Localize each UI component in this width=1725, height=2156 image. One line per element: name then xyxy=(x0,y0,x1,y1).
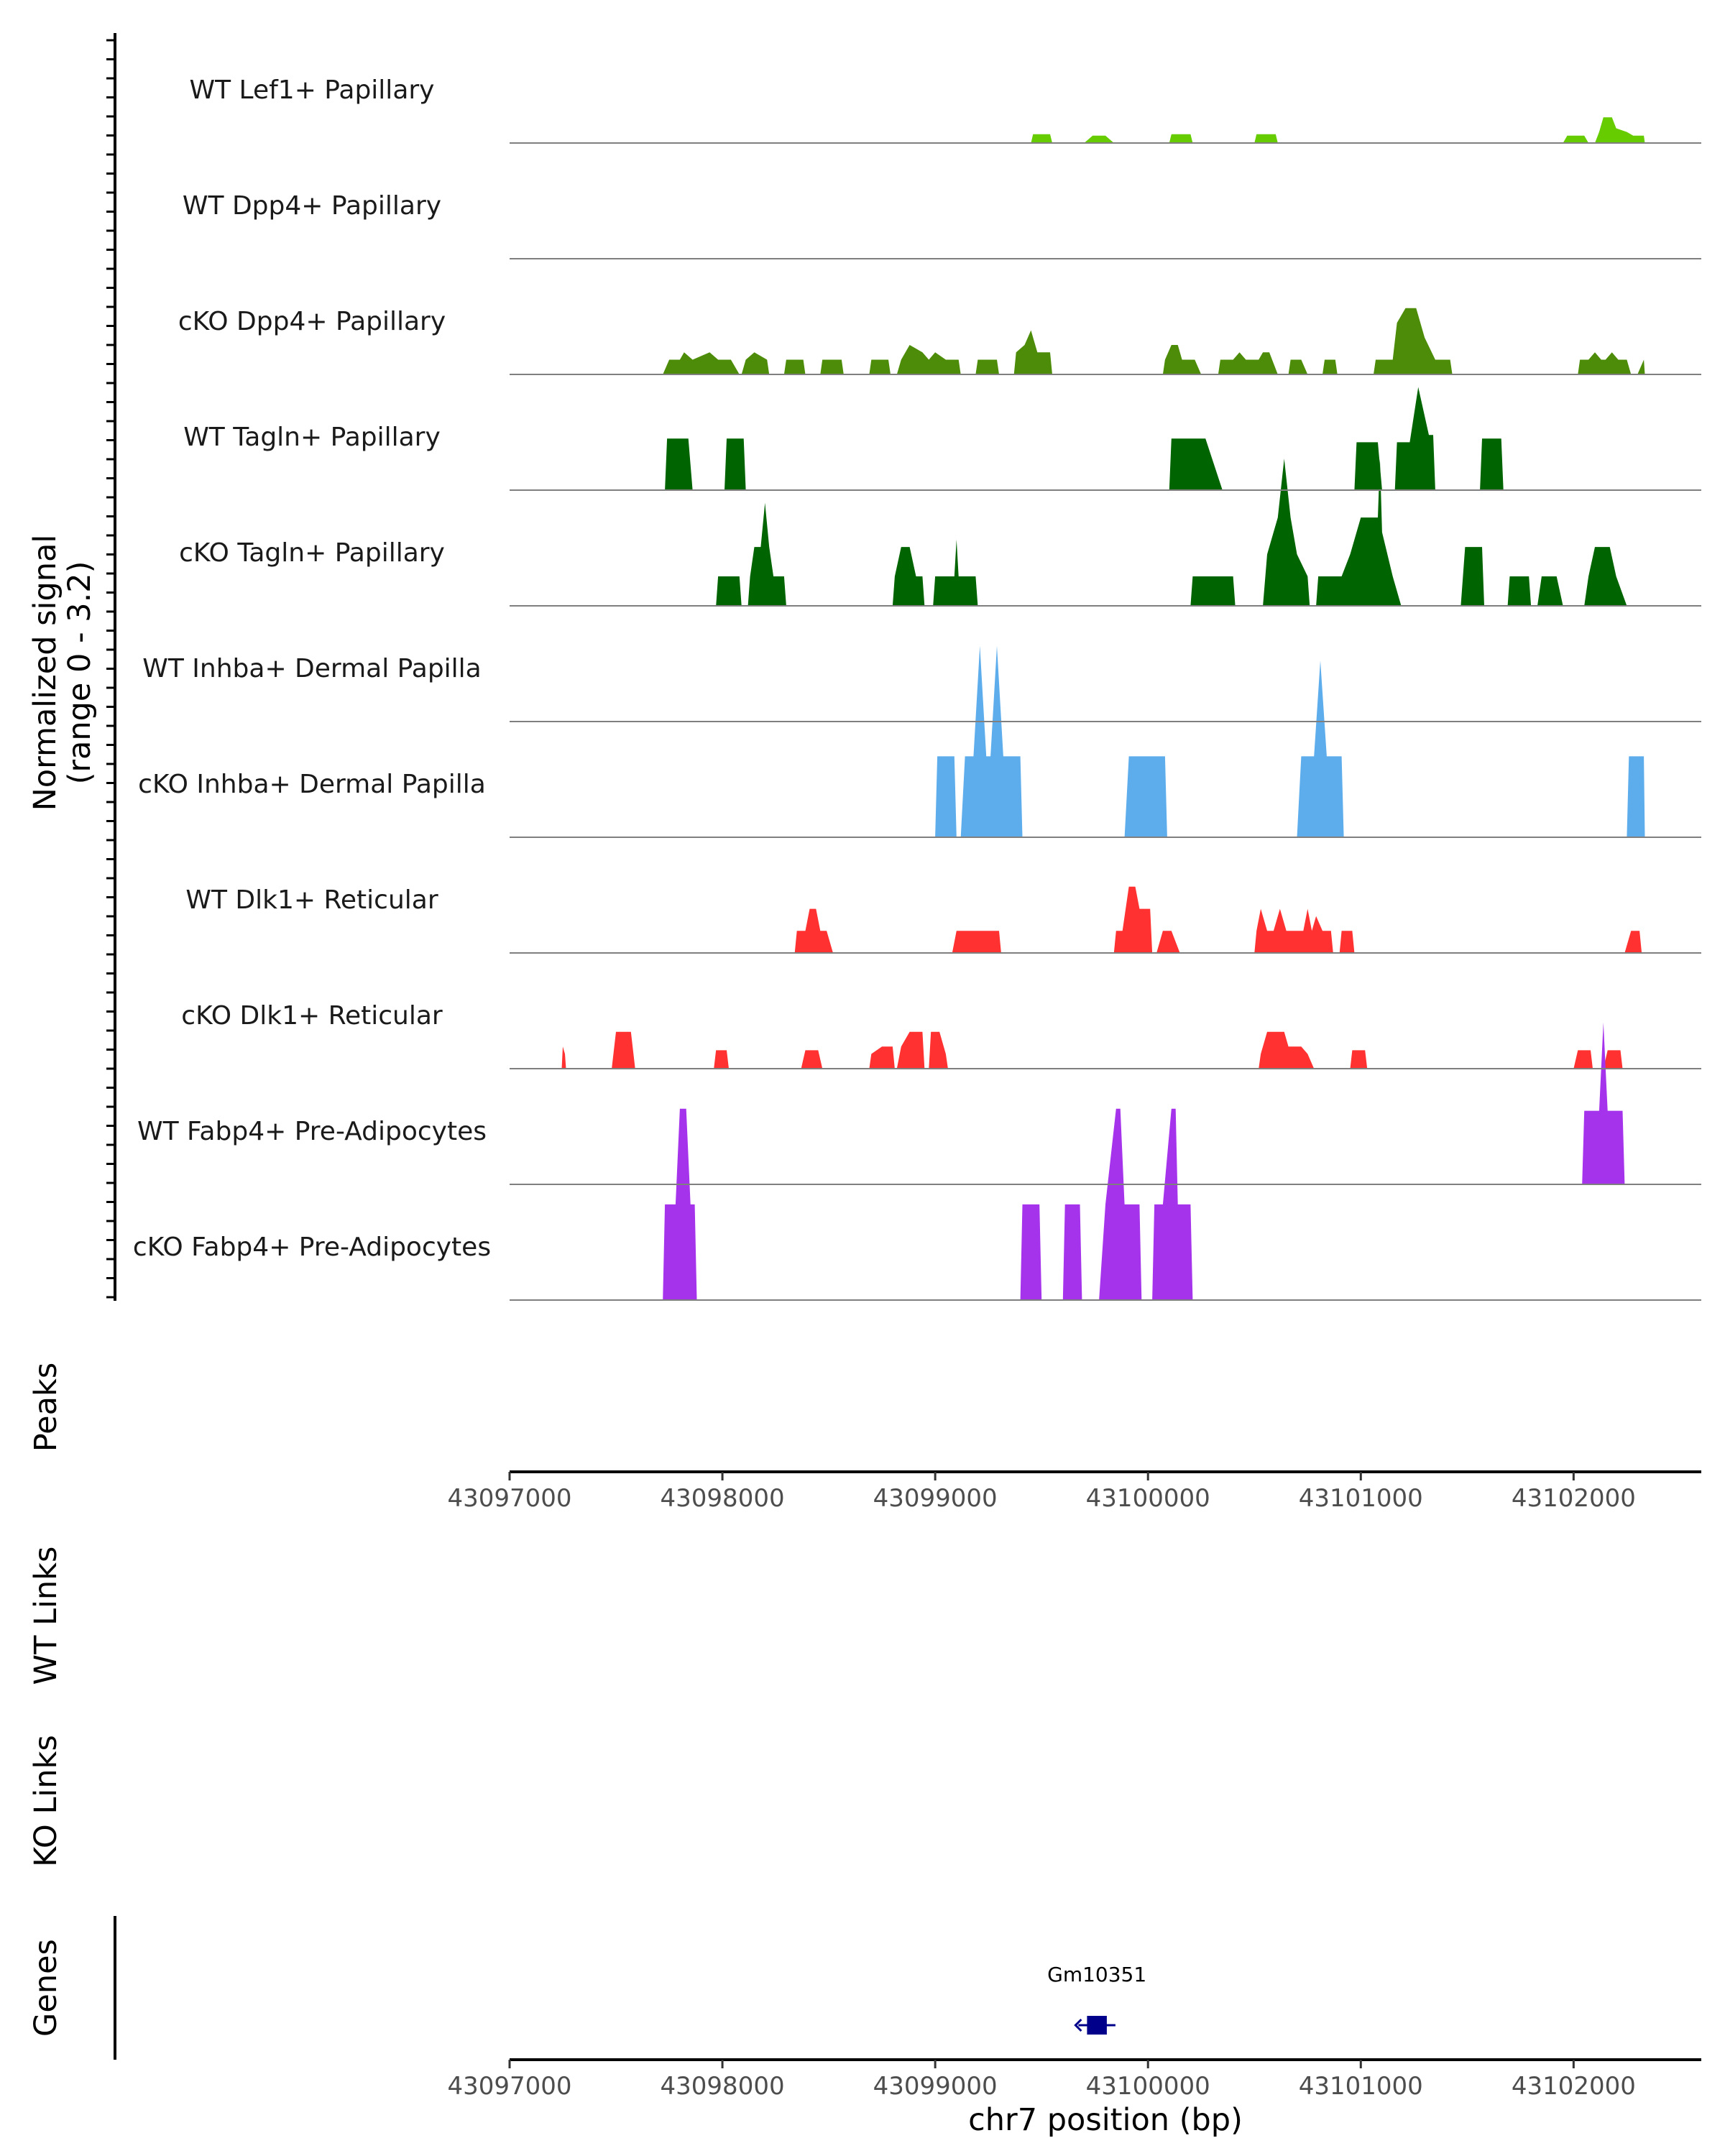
track-label: cKO Dpp4+ Papillary xyxy=(178,307,446,336)
track-label: WT Inhba+ Dermal Papilla xyxy=(142,654,481,683)
x-tick-label: 43097000 xyxy=(447,1484,571,1513)
x-tick-label: 43098000 xyxy=(661,1484,785,1513)
coverage-area xyxy=(935,645,1645,837)
track-label: WT Tagln+ Papillary xyxy=(183,423,441,452)
y-axis-range: (range 0 - 3.2) xyxy=(62,561,98,785)
x-tick-label: 43100000 xyxy=(1086,1484,1210,1513)
x-tick-label: 43102000 xyxy=(1512,2072,1636,2101)
track-label: WT Dlk1+ Reticular xyxy=(185,885,438,915)
coverage-area xyxy=(561,1031,1623,1069)
track-label: cKO Fabp4+ Pre-Adipocytes xyxy=(133,1233,491,1262)
x-axis-ticks-bottom: 43097000 43098000 43099000 43100000 43101000… xyxy=(447,2060,1636,2101)
track-label: cKO Dlk1+ Reticular xyxy=(181,1001,443,1031)
x-axis-title: chr7 position (bp) xyxy=(968,2102,1243,2138)
y-axis-ticks xyxy=(106,39,115,1299)
x-tick-label: 43099000 xyxy=(873,2072,998,2101)
wt-links-label: WT Links xyxy=(28,1547,64,1685)
track-label: cKO Inhba+ Dermal Papilla xyxy=(138,770,486,799)
gene-label: Gm10351 xyxy=(1047,1963,1146,1986)
x-tick-label: 43099000 xyxy=(873,1484,998,1513)
track-label: WT Fabp4+ Pre-Adipocytes xyxy=(137,1117,487,1146)
x-tick-label: 43098000 xyxy=(661,2072,785,2101)
x-tick-label: 43102000 xyxy=(1512,1484,1636,1513)
track-labels: WT Lef1+ Papillary WT Dpp4+ Papillary cKO … xyxy=(133,75,491,1262)
coverage-area xyxy=(663,1108,1193,1300)
genes-group: Gm10351 xyxy=(1047,1963,1146,2035)
genes-label: Genes xyxy=(28,1939,64,2037)
coverage-area xyxy=(1031,117,1645,143)
coverage-area xyxy=(665,387,1504,490)
peaks-label: Peaks xyxy=(28,1363,64,1452)
x-tick-label: 43101000 xyxy=(1299,1484,1423,1513)
y-axis-title: Normalized signal xyxy=(27,535,63,811)
ko-links-label: KO Links xyxy=(28,1735,64,1867)
track-baselines xyxy=(510,142,1701,1301)
coverage-area xyxy=(663,308,1645,374)
track-label: WT Lef1+ Papillary xyxy=(190,75,435,105)
x-tick-label: 43101000 xyxy=(1299,2072,1423,2101)
track-label: WT Dpp4+ Papillary xyxy=(183,191,441,221)
x-axis-ticks-top: 43097000 43098000 43099000 43100000 43101000… xyxy=(447,1472,1636,1513)
x-tick-label: 43100000 xyxy=(1086,2072,1210,2101)
gene-strand-arrow xyxy=(1074,2018,1082,2032)
track-areas xyxy=(561,117,1645,1300)
coverage-area xyxy=(1582,1022,1625,1184)
x-tick-label: 43097000 xyxy=(447,2072,571,2101)
track-label: cKO Tagln+ Papillary xyxy=(179,538,445,568)
gene-exon xyxy=(1087,2016,1107,2035)
